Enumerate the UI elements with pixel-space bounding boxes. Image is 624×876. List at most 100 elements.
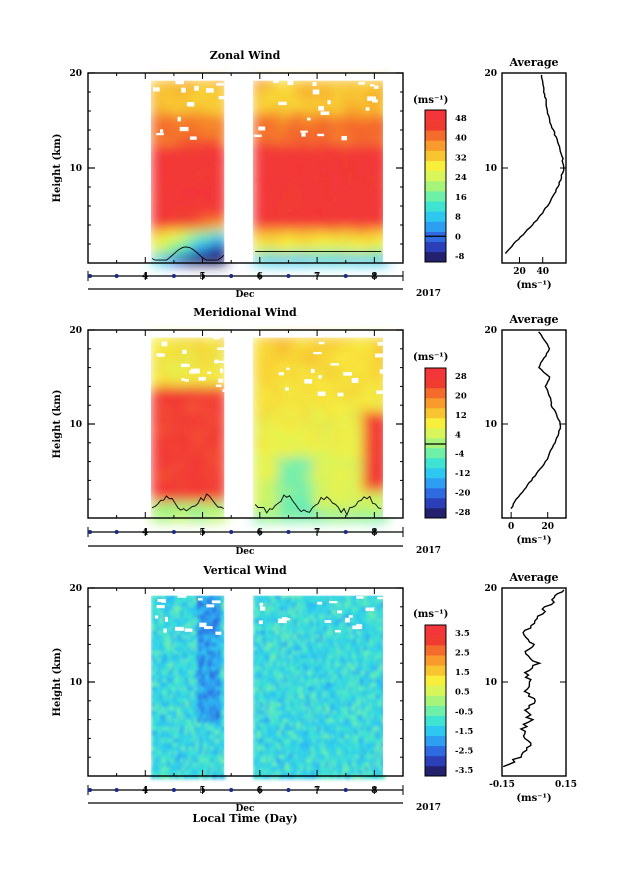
heatmap-cell	[196, 441, 202, 448]
heatmap-cell	[217, 658, 220, 664]
heatmap-cell	[175, 722, 178, 728]
heatmap-cell	[201, 114, 207, 121]
heatmap-cell	[322, 149, 329, 156]
heatmap-cell	[302, 99, 309, 106]
heatmap-cell	[163, 710, 166, 716]
heatmap-cell	[292, 421, 299, 428]
heatmap-cell	[362, 249, 369, 256]
heatmap-cell	[219, 662, 222, 668]
heatmap-cell	[272, 436, 279, 443]
heatmap-cell	[155, 690, 158, 696]
heatmap-cell	[201, 476, 207, 483]
heatmap-cell	[332, 204, 339, 211]
heatmap-cell	[292, 356, 299, 363]
missing-sample	[327, 100, 331, 105]
heatmap-cell	[211, 506, 217, 513]
heatmap-cell	[332, 456, 339, 463]
heatmap-cell	[262, 426, 269, 433]
heatmap-cell	[153, 750, 156, 756]
heatmap-cell	[367, 244, 374, 251]
heatmap-cell	[277, 471, 284, 478]
heatmap-cell	[317, 381, 324, 388]
heatmap-cell	[191, 446, 197, 453]
heatmap-cell	[312, 84, 319, 91]
heatmap-cell	[367, 234, 374, 241]
heatmap-cell	[277, 184, 284, 191]
heatmap-cell	[206, 501, 212, 508]
heatmap-cell	[179, 630, 182, 636]
heatmap-cell	[151, 436, 157, 443]
heatmap-cell	[156, 391, 162, 398]
heatmap-cell	[302, 234, 309, 241]
heatmap-cell	[201, 730, 204, 736]
heatmap-cell	[151, 114, 157, 121]
heatmap-cell	[181, 738, 184, 744]
heatmap-cell	[191, 124, 197, 131]
heatmap-cell	[221, 436, 227, 443]
heatmap-cell	[161, 762, 164, 768]
heatmap-cell	[167, 750, 170, 756]
heatmap-cell	[292, 506, 299, 513]
heatmap-cell	[179, 742, 182, 748]
heatmap-cell	[173, 690, 176, 696]
heatmap-cell	[262, 199, 269, 206]
heatmap-cell	[312, 184, 319, 191]
heatmap-cell	[161, 506, 167, 513]
heatmap-cell	[171, 618, 174, 624]
heatmap-cell	[206, 224, 212, 231]
heatmap-cell	[211, 249, 217, 256]
heatmap-cell	[151, 742, 154, 748]
heatmap-cell	[191, 209, 197, 216]
heatmap-cell	[215, 622, 218, 628]
heatmap-cell	[377, 114, 384, 121]
heatmap-cell	[252, 496, 259, 503]
heatmap-cell	[197, 770, 200, 776]
heatmap-cell	[367, 134, 374, 141]
missing-sample	[156, 133, 164, 136]
heatmap-cell	[327, 89, 334, 96]
heatmap-cell	[372, 164, 379, 171]
heatmap-cell	[155, 678, 158, 684]
heatmap-cell	[342, 194, 349, 201]
heatmap-cell	[262, 84, 269, 91]
heatmap-cell	[161, 401, 167, 408]
heatmap-cell	[292, 481, 299, 488]
heatmap-cell	[209, 718, 212, 724]
heatmap-cell	[377, 144, 384, 151]
heatmap-cell	[186, 209, 192, 216]
heatmap-cell	[327, 134, 334, 141]
heatmap-cell	[201, 144, 207, 151]
avg-unit: (ms⁻¹)	[516, 535, 551, 546]
heatmap-cell	[277, 144, 284, 151]
heatmap-cell	[201, 758, 204, 764]
heatmap-cell	[176, 104, 182, 111]
heatmap-cell	[377, 154, 384, 161]
heatmap-cell	[166, 441, 172, 448]
heatmap-cell	[167, 722, 170, 728]
heatmap-cell	[196, 406, 202, 413]
heatmap-cell	[352, 209, 359, 216]
heatmap-cell	[367, 456, 374, 463]
heatmap-cell	[357, 219, 364, 226]
heatmap-cell	[272, 189, 279, 196]
heatmap-cell	[216, 84, 222, 91]
heatmap-cell	[197, 602, 200, 608]
heatmap-cell	[347, 134, 354, 141]
heatmap-cell	[357, 174, 364, 181]
heatmap-cell	[207, 770, 210, 776]
heatmap-cell	[347, 476, 354, 483]
heatmap-cell	[201, 606, 204, 612]
heatmap-cell	[195, 690, 198, 696]
heatmap-cell	[216, 446, 222, 453]
heatmap-cell	[372, 229, 379, 236]
heatmap-cell	[317, 476, 324, 483]
heatmap-cell	[213, 694, 216, 700]
heatmap-cell	[159, 594, 162, 600]
heatmap-cell	[282, 381, 289, 388]
heatmap-cell	[211, 134, 217, 141]
heatmap-cell	[201, 89, 207, 96]
heatmap-cell	[297, 376, 304, 383]
heatmap-cell	[342, 436, 349, 443]
heatmap-cell	[196, 129, 202, 136]
heatmap-cell	[169, 678, 172, 684]
